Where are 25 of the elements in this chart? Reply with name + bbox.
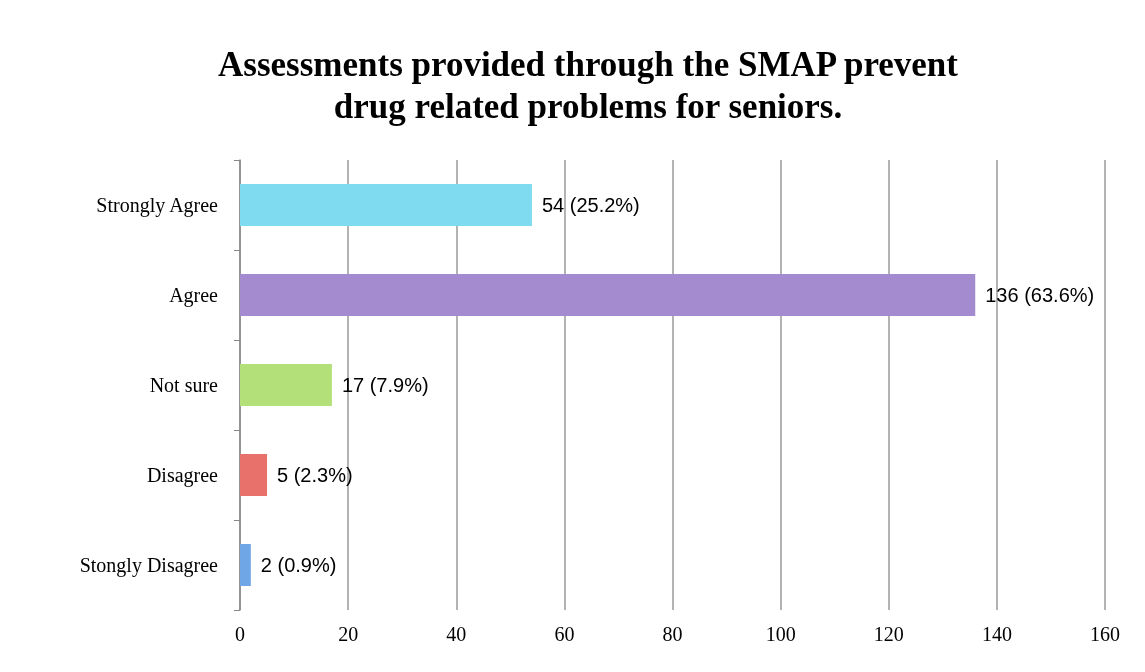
bar xyxy=(240,184,532,226)
x-tick-label: 20 xyxy=(338,623,359,645)
bar xyxy=(240,364,332,406)
data-label: 5 (2.3%) xyxy=(277,464,353,486)
x-tick-label: 0 xyxy=(235,623,245,645)
x-tick-label: 100 xyxy=(765,623,796,645)
data-label: 136 (63.6%) xyxy=(985,284,1095,306)
y-tick-label: Strongly Agree xyxy=(96,194,219,217)
x-tick-label: 120 xyxy=(873,623,904,645)
x-tick-label: 140 xyxy=(981,623,1012,645)
bar xyxy=(240,454,268,496)
y-tick-label: Disagree xyxy=(146,464,219,487)
bar xyxy=(240,544,251,586)
y-tick-label: Not sure xyxy=(149,374,219,396)
chart-title: Assessments provided through the SMAP prevent drug related problems for seniors. xyxy=(218,44,959,126)
x-tick-label: 40 xyxy=(446,623,467,645)
data-label: 2 (0.9%) xyxy=(260,554,337,576)
x-tick-label: 160 xyxy=(1090,623,1120,645)
x-tick-label: 80 xyxy=(662,623,683,645)
y-tick-label: Agree xyxy=(169,284,219,307)
data-label: 17 (7.9%) xyxy=(341,374,429,396)
x-tick-label: 60 xyxy=(554,623,575,645)
data-label: 54 (25.2%) xyxy=(541,194,640,216)
bar xyxy=(240,274,976,316)
y-tick-label: Stongly Disagree xyxy=(79,554,219,577)
